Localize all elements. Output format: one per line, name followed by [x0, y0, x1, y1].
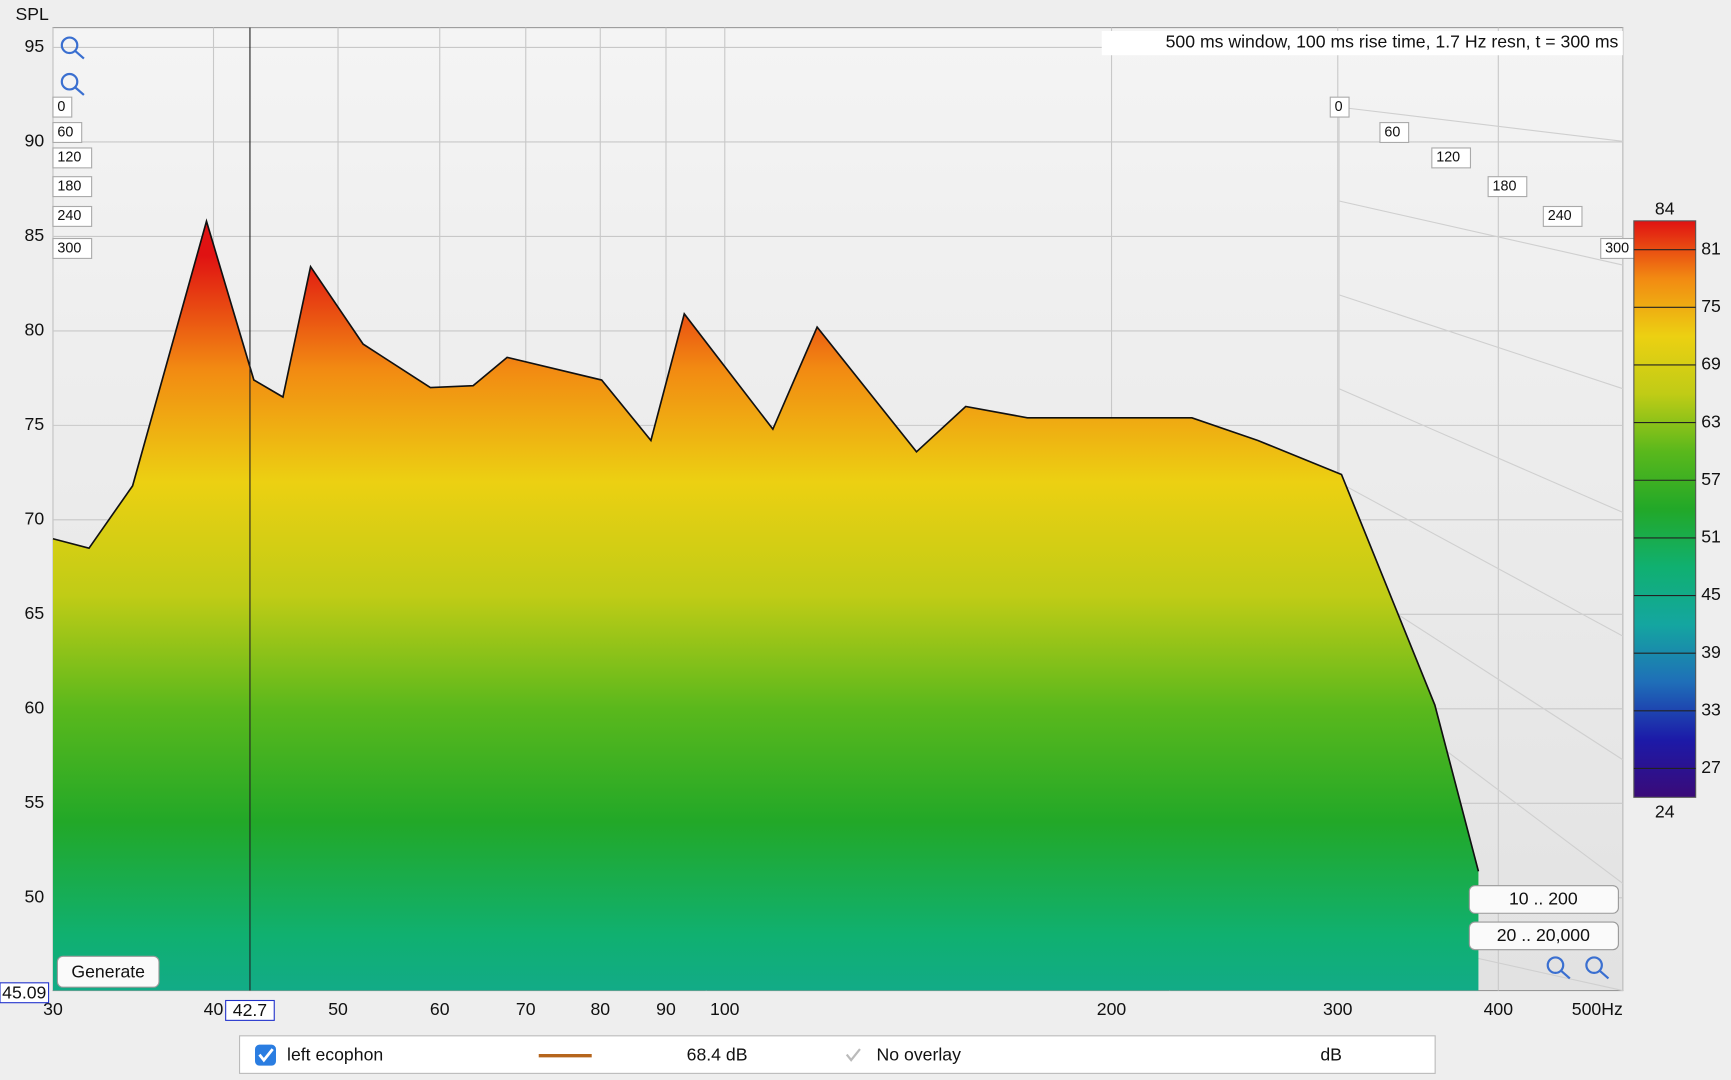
x-tick-label: 40 [204, 999, 224, 1019]
info-text: 500 ms window, 100 ms rise time, 1.7 Hz … [1166, 32, 1619, 52]
y-tick-label: 50 [25, 886, 45, 906]
colorbar-tick-label: 81 [1701, 238, 1721, 258]
time-box [1379, 122, 1410, 144]
x-tick-label: 400 [1484, 999, 1514, 1019]
x-tick-label: 300 [1323, 999, 1353, 1019]
range-label[interactable]: 10 .. 200 [1509, 889, 1578, 909]
y-tick-label: 85 [25, 225, 45, 245]
colorbar-min: 24 [1655, 801, 1675, 821]
zoom-in[interactable] [60, 36, 79, 55]
series-checkbox[interactable] [255, 1044, 276, 1066]
generate-label[interactable]: Generate [71, 962, 145, 982]
check-mark [258, 1048, 274, 1063]
cursor-box [225, 999, 275, 1021]
x-tick-label: 70 [516, 999, 536, 1019]
buttons[interactable]: Generate 10 .. 200 20 .. 20,000 [56, 885, 1619, 988]
x-tick-label: 500Hz [1572, 999, 1623, 1019]
time-label: 60 [1384, 124, 1400, 140]
surface-area [52, 221, 1479, 991]
range-label[interactable]: 20 .. 20,000 [1497, 925, 1590, 945]
time-box [1329, 96, 1350, 118]
y-min-box [0, 982, 50, 1004]
colorbar-tick-label: 45 [1701, 584, 1721, 604]
y-tick-label: 65 [25, 603, 45, 623]
time-label: 240 [1548, 208, 1572, 224]
colorbar-tick-label: 27 [1701, 757, 1721, 777]
legend-bar: left ecophon 68.4 dB No overlay dB [239, 1035, 1436, 1074]
x-tick-label: 90 [656, 999, 676, 1019]
zoom-out-x[interactable] [1546, 956, 1565, 974]
y-tick-label: 75 [25, 414, 45, 434]
surface [52, 218, 1480, 991]
time-label: 300 [1605, 240, 1629, 256]
info-box [1101, 30, 1623, 56]
x-tick-label: 80 [590, 999, 610, 1019]
time-box [1542, 205, 1583, 227]
x-tick-label: 50 [328, 999, 348, 1019]
time-box [52, 122, 83, 144]
overlay-label[interactable]: No overlay [877, 1044, 962, 1064]
slice-line [52, 218, 1480, 872]
time-label: 300 [57, 240, 81, 256]
y-tick-label: 60 [25, 697, 45, 717]
colorbar-tick-label: 33 [1701, 700, 1721, 720]
y-axis-label: SPL [15, 4, 49, 24]
y-tick-label: 80 [25, 320, 45, 340]
time-box [52, 176, 93, 198]
time-label: 120 [1436, 150, 1460, 166]
time-box [52, 96, 73, 118]
time-label: 120 [57, 150, 81, 166]
y-tick-label: 55 [25, 792, 45, 812]
y-tick-label: 70 [25, 509, 45, 529]
time-labels: 0 0 60 60 120 120 180 180 240 240 300 300 [52, 96, 1640, 259]
time-box [1487, 176, 1528, 198]
time-label: 60 [57, 124, 73, 140]
x-tick-label: 100 [710, 999, 740, 1019]
x-tick-label: 60 [430, 999, 450, 1019]
colorbar-max: 84 [1655, 198, 1675, 218]
axes: 50 55 60 65 70 75 80 85 90 95 30 40 50 60 70 80 90 100 200… [0, 27, 1623, 1021]
time-label: 240 [57, 208, 81, 224]
colorbar-tick-label: 75 [1701, 296, 1721, 316]
colorbar: 84 24 27 33 39 45 51 57 63 69 75 81 [1633, 198, 1721, 821]
zoom-out[interactable] [60, 72, 79, 91]
time-label: 180 [1493, 178, 1517, 194]
x-tick-label: 30 [43, 999, 63, 1019]
time-box [52, 237, 93, 259]
time-box [52, 147, 93, 169]
generate-button[interactable] [56, 955, 160, 988]
time-label: 0 [57, 99, 65, 115]
colorbar-tick-label: 51 [1701, 527, 1721, 547]
legend-readout: 68.4 dB [687, 1044, 748, 1064]
range-button[interactable] [1468, 921, 1619, 951]
time-box [1431, 147, 1472, 169]
x-tick-label: 200 [1097, 999, 1127, 1019]
zoom-in-x[interactable] [1585, 956, 1603, 974]
cursor-label: 42.7 [233, 1000, 267, 1020]
legend-series[interactable]: left ecophon [287, 1044, 383, 1064]
y-min-label: 45.09 [2, 983, 46, 1003]
y-tick-label: 95 [25, 36, 45, 56]
overlay-unit: dB [1320, 1044, 1342, 1064]
colorbar-tick-label: 69 [1701, 354, 1721, 374]
time-label: 0 [1335, 99, 1343, 115]
zoom-icons[interactable] [60, 36, 1610, 980]
legend-box [239, 1035, 1436, 1074]
overlay-check[interactable] [845, 1048, 861, 1062]
range-button[interactable] [1468, 885, 1619, 914]
y-tick-label: 90 [25, 131, 45, 151]
colorbar-tick-label: 39 [1701, 642, 1721, 662]
colorbar-fill [1633, 220, 1697, 798]
colorbar-tick-label: 63 [1701, 411, 1721, 431]
colorbar-tick-label: 57 [1701, 469, 1721, 489]
time-box [52, 205, 93, 227]
time-label: 180 [57, 178, 81, 194]
